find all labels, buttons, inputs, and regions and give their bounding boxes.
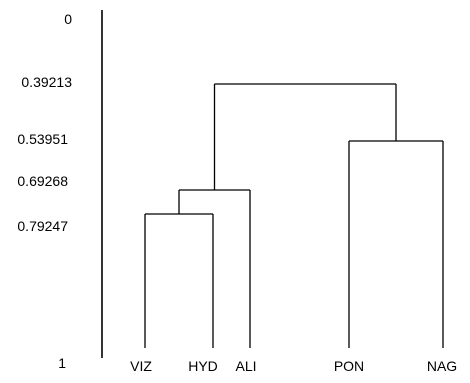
axis-tick-label-0-69268: 0.69268 xyxy=(17,173,68,189)
leaf-label-pon: PON xyxy=(334,358,364,374)
leaf-label-viz: VIZ xyxy=(130,358,152,374)
axis-tick-label-0-53951: 0.53951 xyxy=(17,131,68,147)
leaf-label-ali: ALI xyxy=(235,358,256,374)
axis-tick-label-0-79247: 0.79247 xyxy=(17,218,68,234)
axis-tick-label-1: 1 xyxy=(58,355,66,371)
dendrogram-links xyxy=(144,83,444,348)
axis-tick-label-0-39213: 0.39213 xyxy=(21,74,72,90)
axis-tick-label-0: 0 xyxy=(64,11,72,27)
leaf-label-nag: NAG xyxy=(427,358,457,374)
leaf-label-hyd: HYD xyxy=(188,358,218,374)
